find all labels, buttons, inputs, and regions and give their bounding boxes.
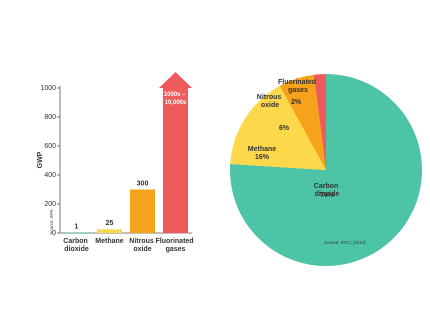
value-label: 25 <box>106 220 114 227</box>
bar <box>162 88 189 233</box>
slice-value-label: 2% <box>291 99 302 106</box>
y-tick-label: 400 <box>44 172 56 179</box>
slice-value-label: 6% <box>279 125 290 132</box>
value-label: 1 <box>75 224 79 231</box>
slice-label: Carbon dioxide <box>314 183 340 198</box>
slice-label: Methane <box>248 146 277 153</box>
y-tick-label: 200 <box>44 201 56 208</box>
y-tick-label: 800 <box>44 114 56 121</box>
pie-slice <box>230 85 326 170</box>
slice-label: Fluorinated gases <box>278 79 318 94</box>
bar <box>96 229 123 233</box>
bar <box>63 232 90 234</box>
bar-arrow <box>158 72 193 88</box>
slice-value-label: 16% <box>255 154 270 161</box>
y-tick-label: 0 <box>52 230 56 237</box>
pie-slice <box>313 74 326 170</box>
slice-label: Nitrous oxide <box>257 94 283 109</box>
pie-slice <box>230 74 423 266</box>
source: Source: EPA <box>49 209 54 234</box>
value-label: 1000s – 10,000s <box>164 92 187 106</box>
x-tick-label: Methane <box>95 238 124 245</box>
pie-slice <box>279 74 326 170</box>
value-label: 300 <box>137 180 149 187</box>
bar <box>129 189 156 233</box>
x-tick-label: Carbon dioxide <box>63 238 89 253</box>
x-tick-label: Fluorinated gases <box>155 238 195 253</box>
source: Source: IPCC (2014) <box>324 240 366 245</box>
y-tick-label: 600 <box>44 143 56 150</box>
y-axis-label: GWP <box>37 151 44 168</box>
y-tick-label: 1000 <box>40 85 56 92</box>
slice-value-label: 76% <box>320 192 335 199</box>
x-tick-label: Nitrous oxide <box>129 238 155 253</box>
